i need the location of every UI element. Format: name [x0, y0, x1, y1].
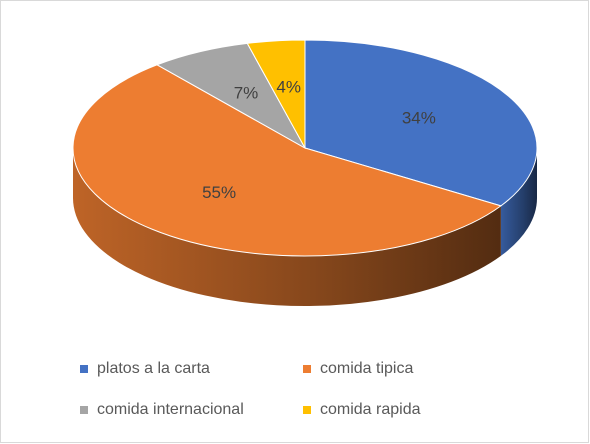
data-label: 55% — [202, 183, 236, 202]
data-label: 7% — [234, 84, 259, 103]
legend-marker — [80, 406, 88, 414]
legend-label: platos a la carta — [97, 360, 210, 377]
slice — [72, 64, 502, 257]
legend-label: comida tipica — [320, 360, 413, 377]
slice — [155, 42, 307, 150]
slice — [304, 39, 538, 207]
slice — [246, 39, 306, 149]
slice-side — [73, 148, 501, 306]
legend-marker — [80, 365, 88, 373]
legend-marker — [303, 406, 311, 414]
legend-label: comida internacional — [97, 401, 244, 418]
legend-marker — [303, 365, 311, 373]
slice-side — [500, 148, 537, 256]
data-label: 34% — [402, 108, 436, 127]
data-label: 4% — [276, 77, 301, 96]
legend-label: comida rapida — [320, 401, 421, 418]
